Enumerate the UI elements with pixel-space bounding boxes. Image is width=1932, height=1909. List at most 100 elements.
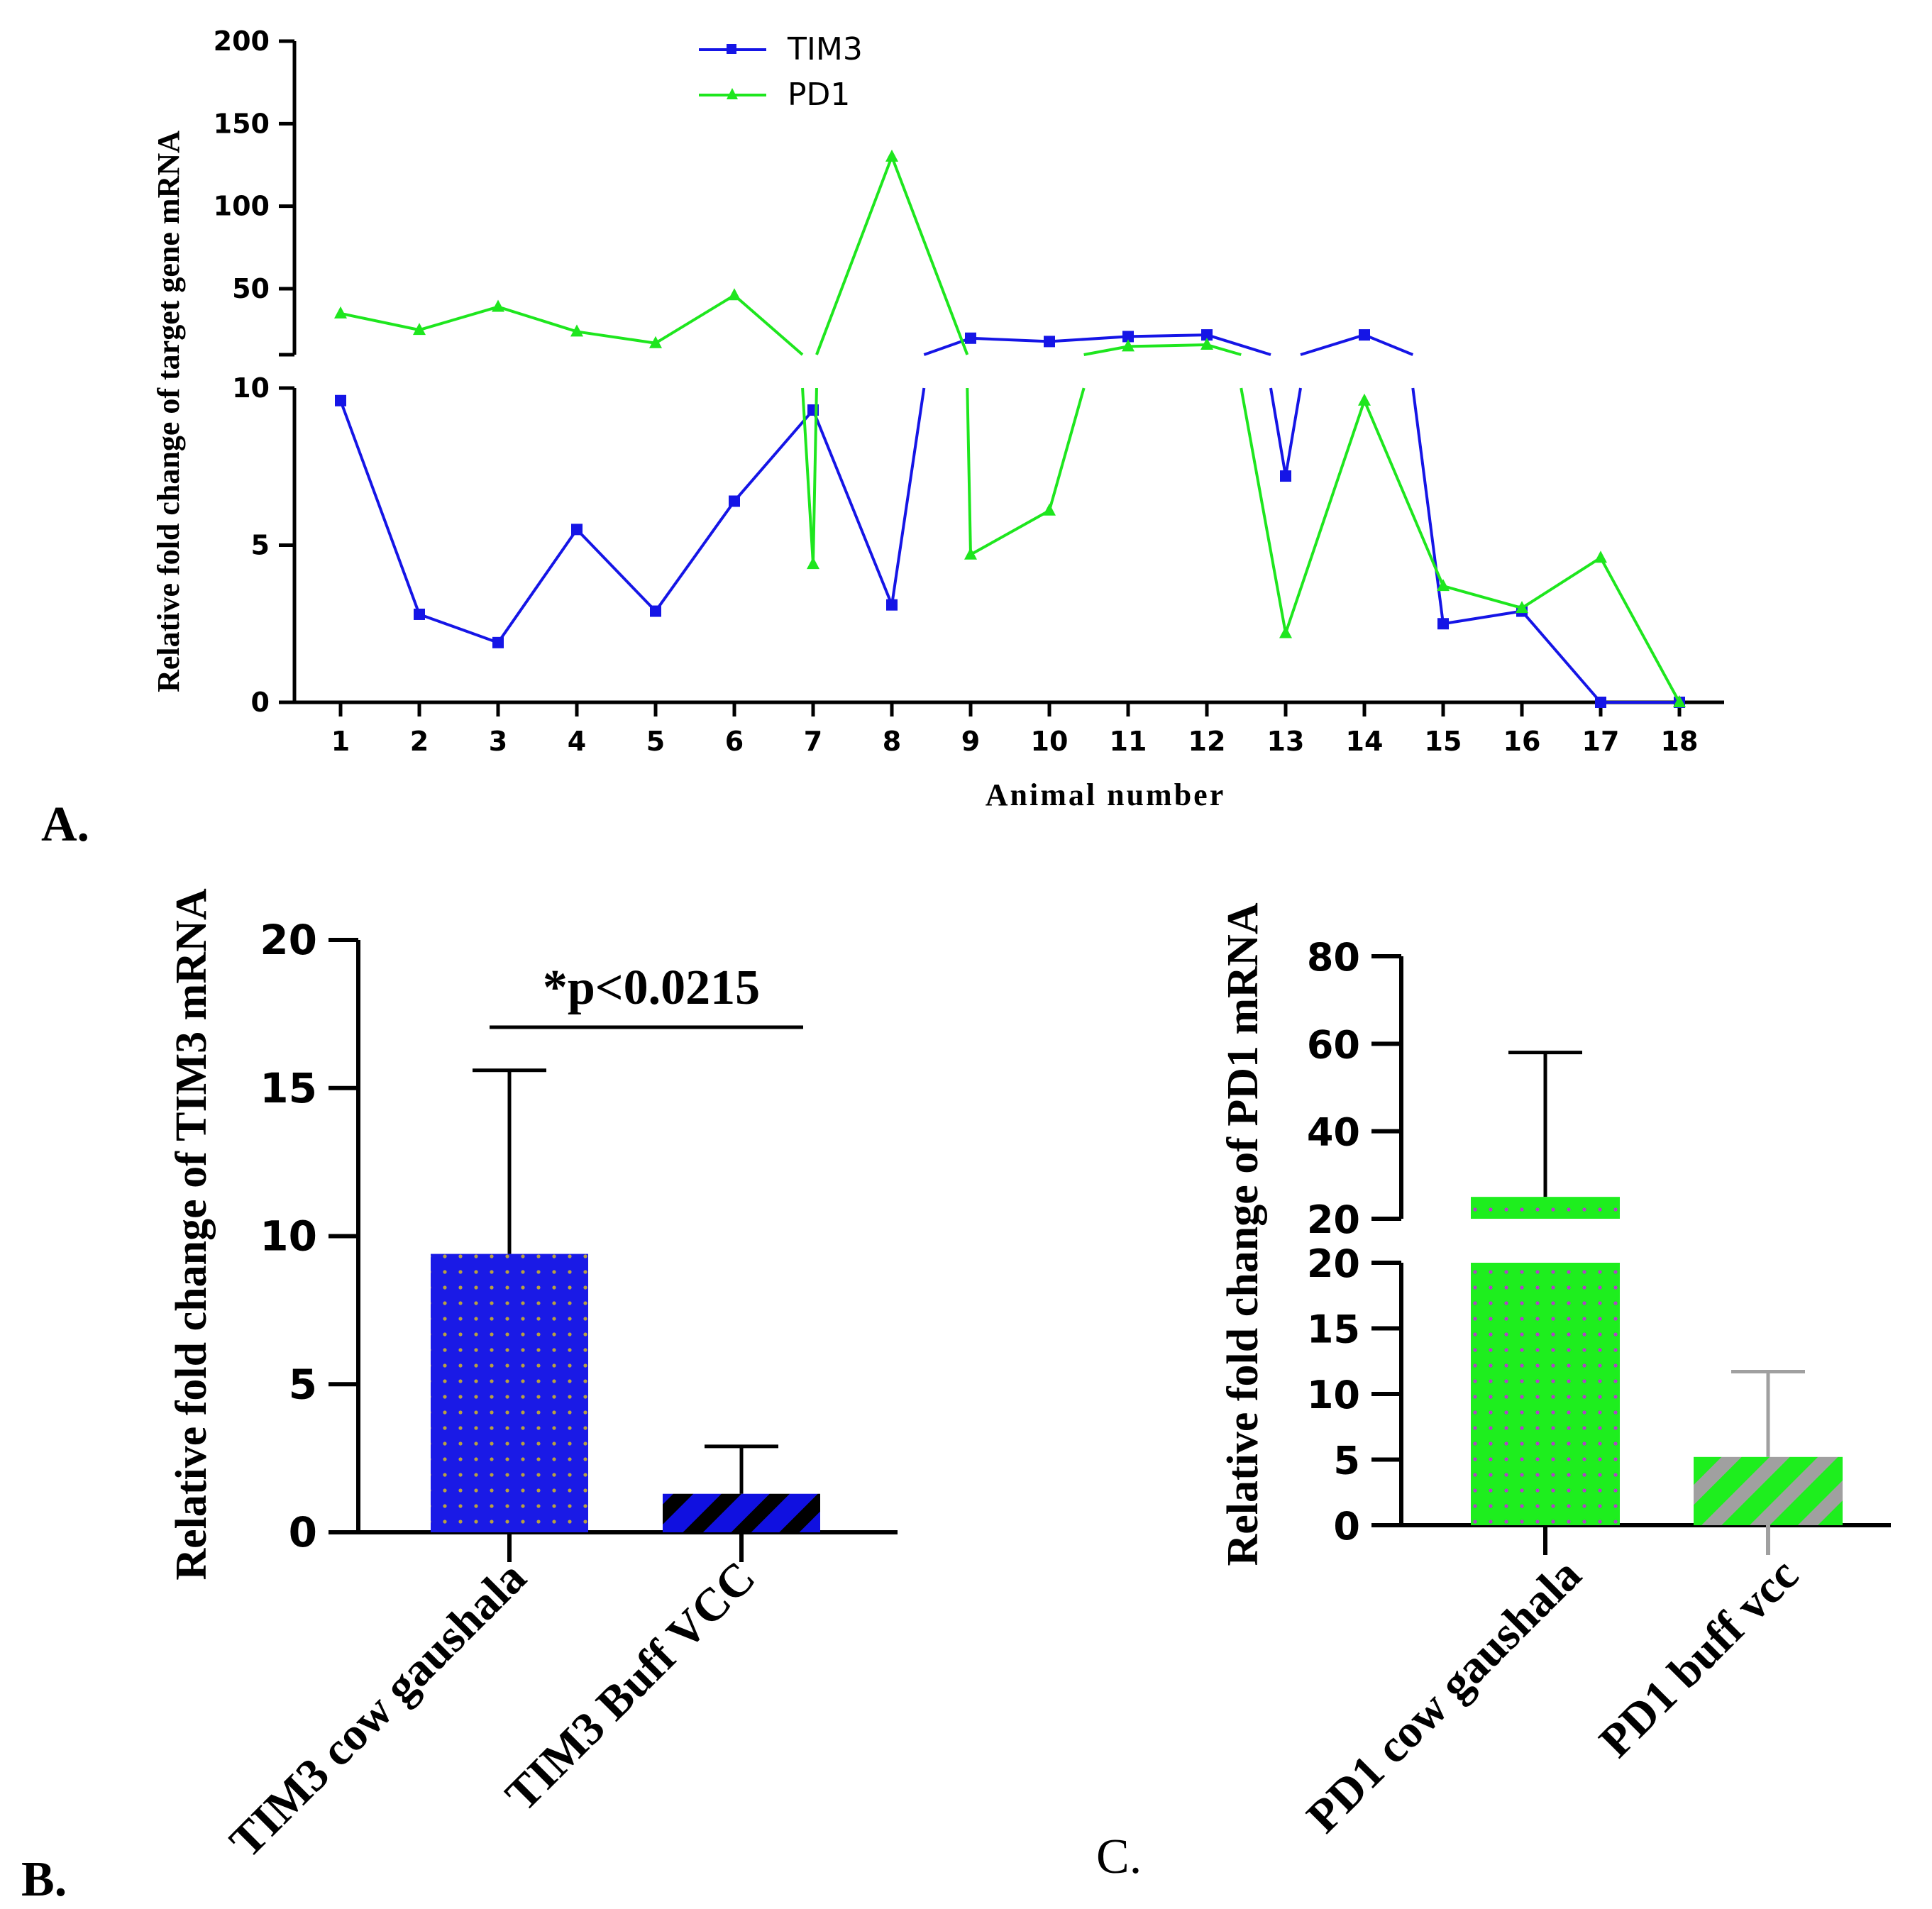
panel-a-x-tick-label: 14 bbox=[1346, 726, 1384, 757]
panel-c-y-tick-label: 0 bbox=[1333, 1504, 1360, 1549]
pd1-point bbox=[1043, 503, 1056, 516]
series-tim3-segment bbox=[1520, 610, 1602, 704]
series-pd1-segment bbox=[419, 305, 499, 332]
panel-a-y-tick-label: 50 bbox=[232, 273, 270, 304]
pd1-point bbox=[649, 336, 662, 348]
tim3-point bbox=[965, 332, 976, 344]
series-pd1-segment bbox=[812, 387, 818, 565]
series-pd1-segment bbox=[1206, 343, 1242, 356]
tim3-point bbox=[414, 608, 425, 620]
pd1-point bbox=[964, 547, 977, 560]
significance-annotation: *p<0.0215 bbox=[543, 961, 760, 1015]
pd1-point bbox=[492, 299, 504, 312]
panel-b-category-label-2: TIM3 Buff VCC bbox=[496, 1551, 766, 1821]
panel-a-legend: TIM3 PD1 bbox=[699, 31, 863, 113]
series-pd1-segment bbox=[1048, 387, 1086, 511]
panel-b-y-tick-label: 0 bbox=[289, 1508, 317, 1556]
panel-c-y-tick-label: 60 bbox=[1307, 1022, 1360, 1067]
panel-b-y-axis-title: Relative fold change of TIM3 mRNA bbox=[167, 888, 216, 1580]
panel-a-y-tick-label: 5 bbox=[251, 530, 270, 561]
series-tim3-segment bbox=[1411, 387, 1445, 624]
panel-a-x-tick-label: 8 bbox=[883, 726, 901, 757]
panel-c-label: C. bbox=[1096, 1830, 1142, 1884]
tim3-point bbox=[729, 495, 740, 507]
series-tim3-segment bbox=[654, 500, 736, 612]
panel-c-y-axis-title: Relative fold change of PD1 mRNA bbox=[1219, 902, 1267, 1566]
series-tim3-segment bbox=[419, 613, 499, 644]
tim3-point bbox=[1044, 336, 1055, 348]
tim3-point bbox=[1595, 697, 1606, 708]
panel-b-y-tick-label: 20 bbox=[260, 916, 317, 964]
series-pd1-segment bbox=[815, 156, 893, 355]
panel-b-bar-2 bbox=[663, 1493, 820, 1532]
panel-a-series bbox=[334, 149, 1686, 708]
series-tim3-segment bbox=[339, 400, 421, 615]
series-pd1-segment bbox=[966, 387, 972, 555]
pd1-point bbox=[413, 323, 426, 336]
panel-a-x-tick-label: 5 bbox=[646, 726, 665, 757]
series-tim3-segment bbox=[1284, 387, 1302, 477]
panel-a-x-tick-label: 15 bbox=[1425, 726, 1462, 757]
panel-a-y-axis-title: Relative fold change of target gene mRNA bbox=[151, 131, 186, 692]
series-tim3-segment bbox=[970, 336, 1050, 343]
series-pd1-segment bbox=[1127, 343, 1208, 348]
series-tim3-segment bbox=[1364, 333, 1414, 356]
panel-a-x-tick-label: 10 bbox=[1031, 726, 1069, 757]
panel-a-y-tick-label: 150 bbox=[214, 108, 270, 139]
pd1-point bbox=[570, 324, 583, 337]
tim3-point bbox=[650, 605, 661, 617]
panel-a-x-tick-label: 3 bbox=[489, 726, 507, 757]
panel-c-bar-1-lower bbox=[1471, 1263, 1620, 1525]
series-tim3-segment bbox=[812, 409, 893, 606]
series-tim3-segment bbox=[575, 528, 657, 612]
panel-a-axes bbox=[279, 39, 1724, 716]
tim3-point bbox=[1280, 470, 1291, 482]
panel-b-label: B. bbox=[21, 1852, 67, 1907]
panel-a-x-tick-label: 7 bbox=[804, 726, 822, 757]
pd1-point bbox=[807, 557, 819, 570]
series-pd1-segment bbox=[733, 294, 804, 356]
panel-b-bar-1 bbox=[431, 1254, 588, 1532]
series-tim3-segment bbox=[1127, 333, 1208, 338]
series-pd1-segment bbox=[576, 330, 656, 345]
panel-a-y-tick-label: 10 bbox=[232, 372, 270, 404]
panel-c-y-tick-label: 5 bbox=[1333, 1439, 1360, 1483]
tim3-point bbox=[886, 599, 898, 611]
series-pd1-segment bbox=[1083, 345, 1129, 356]
panel-c-y-tick-label: 15 bbox=[1307, 1307, 1360, 1352]
panel-a-y-tick-label: 0 bbox=[251, 687, 270, 718]
legend-pd1-marker bbox=[727, 88, 738, 99]
tim3-point bbox=[1122, 331, 1134, 343]
series-pd1-segment bbox=[1240, 387, 1287, 633]
panel-a-y-tick-label: 100 bbox=[214, 191, 270, 222]
panel-c-y-tick-label: 40 bbox=[1307, 1110, 1360, 1155]
panel-b-y-tick-label: 15 bbox=[260, 1064, 317, 1112]
series-pd1-segment bbox=[890, 156, 969, 355]
panel-a-x-axis-title: Animal number bbox=[986, 778, 1225, 812]
panel-c-bar-2 bbox=[1694, 1456, 1843, 1525]
panel-a-x-tick-label: 16 bbox=[1503, 726, 1541, 757]
pd1-point bbox=[728, 288, 741, 301]
tim3-point bbox=[571, 524, 583, 536]
series-pd1-segment bbox=[654, 294, 736, 345]
series-tim3-segment bbox=[1442, 609, 1523, 626]
tim3-point bbox=[1201, 329, 1213, 341]
panel-c-y-tick-label: 80 bbox=[1307, 935, 1360, 980]
tim3-point bbox=[492, 636, 504, 648]
tim3-point bbox=[1359, 329, 1370, 341]
pd1-point bbox=[1673, 695, 1686, 707]
panel-b-tick-labels: 0 5 10 15 20 bbox=[260, 916, 317, 1556]
series-tim3-segment bbox=[497, 529, 578, 643]
panel-a-y-tick-label: 200 bbox=[214, 26, 270, 57]
panel-c-bar-1-upper bbox=[1471, 1197, 1620, 1219]
panel-a-x-tick-label: 11 bbox=[1110, 726, 1147, 757]
series-tim3-segment bbox=[1206, 333, 1271, 356]
panel-c-bars bbox=[1471, 1051, 1843, 1525]
pd1-point bbox=[885, 149, 898, 162]
pd1-point bbox=[1594, 550, 1607, 563]
panel-a-label: A. bbox=[41, 797, 89, 852]
panel-b-y-tick-label: 5 bbox=[289, 1360, 317, 1408]
series-pd1-segment bbox=[1599, 557, 1681, 703]
panel-b-bar-chart: 0 5 10 15 20 *p<0.0215 Relative fold change … bbox=[21, 888, 898, 1907]
